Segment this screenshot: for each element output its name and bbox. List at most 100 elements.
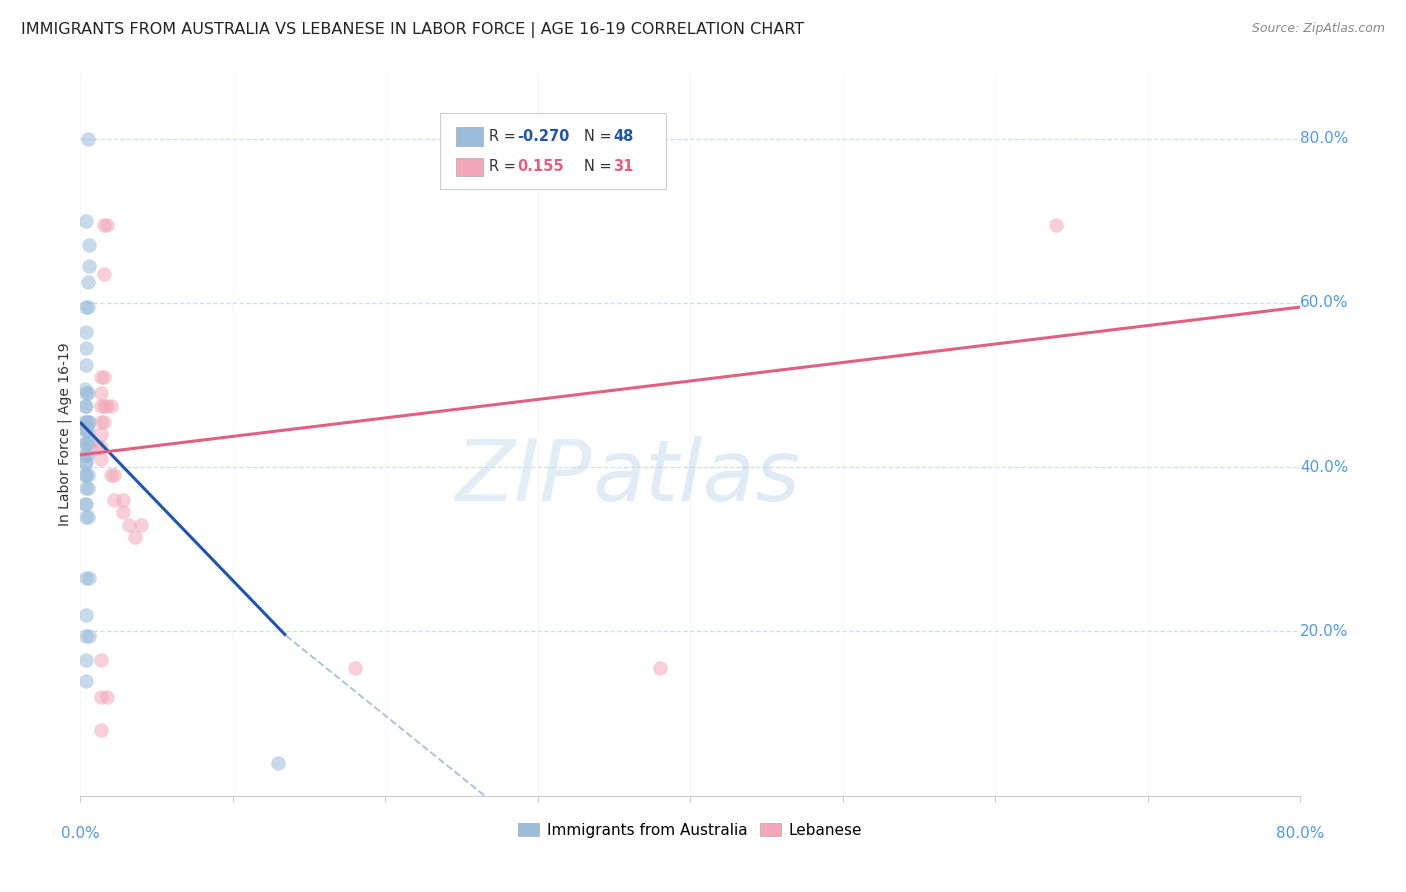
- Point: [96, 690, 118, 705]
- Point: [75, 399, 97, 413]
- Point: [111, 505, 134, 519]
- Point: [75, 608, 97, 623]
- Point: [75, 509, 97, 524]
- Point: [75, 571, 97, 585]
- Point: [76, 481, 98, 495]
- Point: [90, 690, 112, 705]
- Point: [90, 440, 112, 454]
- Text: Source: ZipAtlas.com: Source: ZipAtlas.com: [1251, 22, 1385, 36]
- Point: [73, 399, 96, 413]
- Text: N =: N =: [583, 160, 616, 175]
- Text: N =: N =: [583, 129, 616, 145]
- Legend: Immigrants from Australia, Lebanese: Immigrants from Australia, Lebanese: [513, 818, 868, 842]
- Text: atlas: atlas: [592, 436, 800, 519]
- Point: [267, 756, 290, 770]
- Point: [90, 399, 112, 413]
- FancyBboxPatch shape: [440, 112, 666, 188]
- Point: [73, 448, 96, 462]
- Text: 0.0%: 0.0%: [60, 826, 100, 841]
- Point: [75, 300, 97, 314]
- Point: [75, 435, 97, 450]
- Text: IMMIGRANTS FROM AUSTRALIA VS LEBANESE IN LABOR FORCE | AGE 16-19 CORRELATION CHA: IMMIGRANTS FROM AUSTRALIA VS LEBANESE IN…: [21, 22, 804, 38]
- Text: 20.0%: 20.0%: [1301, 624, 1348, 639]
- Point: [75, 415, 97, 429]
- Text: R =: R =: [489, 160, 524, 175]
- Point: [111, 493, 134, 508]
- Text: 60.0%: 60.0%: [1301, 295, 1348, 310]
- Point: [96, 399, 118, 413]
- Point: [77, 629, 100, 643]
- Point: [77, 435, 100, 450]
- Point: [73, 468, 96, 483]
- Text: 0.155: 0.155: [517, 160, 564, 175]
- Point: [124, 530, 146, 544]
- Point: [87, 440, 110, 454]
- Point: [76, 131, 98, 145]
- Point: [75, 468, 97, 483]
- Point: [77, 571, 100, 585]
- Point: [73, 456, 96, 470]
- Point: [90, 452, 112, 467]
- Point: [73, 415, 96, 429]
- FancyBboxPatch shape: [456, 128, 482, 146]
- Point: [343, 661, 366, 675]
- Point: [93, 370, 115, 384]
- Point: [118, 517, 141, 532]
- Point: [77, 238, 100, 252]
- Point: [73, 423, 96, 437]
- Point: [129, 517, 152, 532]
- Point: [648, 661, 671, 675]
- Point: [90, 415, 112, 429]
- Point: [75, 456, 97, 470]
- Point: [75, 358, 97, 372]
- Text: R =: R =: [489, 129, 520, 145]
- Point: [73, 497, 96, 511]
- Point: [93, 415, 115, 429]
- Point: [75, 214, 97, 228]
- FancyBboxPatch shape: [456, 158, 482, 177]
- Point: [77, 415, 100, 429]
- Text: 40.0%: 40.0%: [1301, 459, 1348, 475]
- Point: [93, 399, 115, 413]
- Text: -0.270: -0.270: [517, 129, 569, 145]
- Point: [76, 423, 98, 437]
- Point: [75, 653, 97, 667]
- Text: 80.0%: 80.0%: [1301, 131, 1348, 146]
- Point: [90, 653, 112, 667]
- Point: [90, 723, 112, 737]
- Point: [75, 448, 97, 462]
- Point: [96, 218, 118, 232]
- Point: [103, 493, 125, 508]
- Point: [75, 341, 97, 355]
- Point: [76, 509, 98, 524]
- Point: [76, 448, 98, 462]
- Point: [75, 423, 97, 437]
- Y-axis label: In Labor Force | Age 16-19: In Labor Force | Age 16-19: [58, 343, 72, 526]
- Point: [76, 468, 98, 483]
- Point: [90, 427, 112, 442]
- Point: [73, 382, 96, 396]
- Point: [75, 481, 97, 495]
- Point: [75, 325, 97, 339]
- Point: [93, 267, 115, 281]
- Point: [90, 386, 112, 401]
- Point: [75, 673, 97, 688]
- Point: [100, 468, 122, 483]
- Point: [76, 435, 98, 450]
- Text: 31: 31: [613, 160, 634, 175]
- Point: [76, 386, 98, 401]
- Text: 80.0%: 80.0%: [1277, 826, 1324, 841]
- Point: [90, 370, 112, 384]
- Point: [75, 386, 97, 401]
- Point: [75, 497, 97, 511]
- Point: [77, 259, 100, 273]
- Point: [100, 399, 122, 413]
- Point: [1045, 218, 1067, 232]
- Point: [76, 415, 98, 429]
- Point: [75, 629, 97, 643]
- Text: ZIP: ZIP: [457, 436, 592, 519]
- Point: [76, 276, 98, 290]
- Point: [103, 468, 125, 483]
- Point: [76, 300, 98, 314]
- Point: [93, 218, 115, 232]
